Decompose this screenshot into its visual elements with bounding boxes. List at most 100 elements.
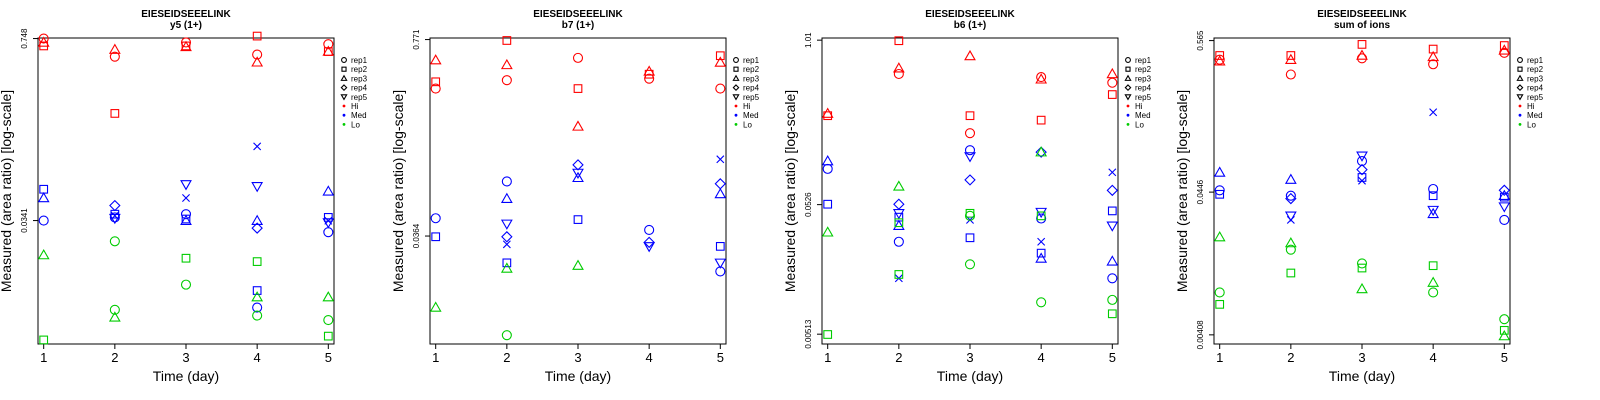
legend-symbol xyxy=(732,84,740,92)
data-point xyxy=(182,194,190,202)
data-point xyxy=(1036,72,1047,83)
legend-label: rep3 xyxy=(743,74,760,83)
legend-label: rep4 xyxy=(1135,84,1152,93)
x-axis-label: Time (day) xyxy=(937,368,1003,384)
legend-label: Lo xyxy=(1527,120,1536,129)
y-axis-label: Measured (area ratio) [log-scale] xyxy=(0,90,14,292)
data-point xyxy=(431,77,441,87)
y-tick-label: 0.00513 xyxy=(804,319,813,348)
data-point xyxy=(1499,325,1509,335)
y-axis-label: Measured (area ratio) [log-scale] xyxy=(1174,90,1190,292)
legend-label: rep3 xyxy=(351,74,368,83)
legend-label: rep5 xyxy=(351,93,368,102)
legend-label: rep5 xyxy=(743,93,760,102)
data-point xyxy=(964,259,976,270)
data-point xyxy=(1213,166,1226,177)
data-point xyxy=(1285,69,1296,80)
data-point xyxy=(252,302,263,313)
data-point xyxy=(37,36,50,47)
data-point xyxy=(1356,156,1368,167)
data-point xyxy=(715,266,726,277)
legend-label: Med xyxy=(351,111,367,120)
x-tick-label: 1 xyxy=(40,350,47,365)
data-point xyxy=(892,62,905,73)
data-point xyxy=(1358,176,1366,185)
legend-symbol xyxy=(340,94,348,101)
data-point xyxy=(1427,207,1440,219)
legend-label: Med xyxy=(1135,111,1151,120)
legend-label: Hi xyxy=(351,102,359,111)
data-point xyxy=(501,330,512,341)
data-point xyxy=(821,107,834,118)
data-point xyxy=(430,83,441,94)
data-point xyxy=(500,192,513,203)
x-axis-label: Time (day) xyxy=(545,368,611,384)
data-point xyxy=(823,330,833,339)
data-point xyxy=(110,109,120,118)
data-point xyxy=(251,56,264,67)
data-point xyxy=(1284,211,1297,222)
chart-subtitle: b6 (1+) xyxy=(954,20,987,31)
x-tick-label: 3 xyxy=(966,350,973,365)
data-point xyxy=(1035,73,1048,84)
plot-frame xyxy=(821,37,1119,345)
data-point xyxy=(572,52,584,63)
chart-title: EIESEIDSEEELINK xyxy=(533,9,623,20)
data-point xyxy=(965,233,975,243)
legend-label: rep3 xyxy=(1135,74,1152,83)
data-point xyxy=(892,219,905,230)
data-point xyxy=(322,185,335,196)
x-tick-label: 2 xyxy=(111,350,118,365)
legend-symbol xyxy=(340,74,348,81)
data-point xyxy=(572,120,584,131)
data-point xyxy=(894,36,904,46)
legend-label: Hi xyxy=(1527,102,1535,111)
x-tick-label: 3 xyxy=(182,350,189,365)
data-point xyxy=(715,241,725,251)
data-point xyxy=(573,84,583,93)
y-tick-label: 1.01 xyxy=(804,32,813,48)
data-point xyxy=(1427,205,1440,217)
data-point xyxy=(180,180,192,191)
data-point xyxy=(1106,255,1119,266)
data-point xyxy=(322,45,335,56)
data-point xyxy=(1356,49,1368,60)
data-point xyxy=(1428,183,1439,195)
data-point xyxy=(322,291,335,302)
data-point xyxy=(1107,206,1117,216)
y-tick-label: 0.0341 xyxy=(20,208,29,233)
legend-label: Hi xyxy=(1135,102,1143,111)
legend-label: rep2 xyxy=(743,65,760,74)
data-point xyxy=(1427,50,1440,62)
legend-label: rep2 xyxy=(1135,65,1152,74)
data-point xyxy=(643,65,656,76)
data-point xyxy=(893,68,904,80)
data-point xyxy=(1285,244,1296,255)
data-point xyxy=(965,208,975,218)
data-point xyxy=(1035,252,1048,263)
data-point xyxy=(1213,231,1226,242)
y-tick-label: 0.00408 xyxy=(1196,320,1205,349)
data-point xyxy=(1036,211,1046,221)
data-point xyxy=(502,258,512,268)
legend-dot xyxy=(1518,104,1522,108)
x-tick-label: 5 xyxy=(325,350,332,365)
plot-frame xyxy=(1213,37,1511,345)
chart-title: EIESEIDSEEELINK xyxy=(141,9,231,20)
data-point xyxy=(38,33,49,44)
x-tick-label: 3 xyxy=(574,350,581,365)
data-point xyxy=(1284,53,1297,64)
legend-symbol xyxy=(1517,66,1523,72)
data-point xyxy=(109,199,121,212)
legend-symbol xyxy=(1125,57,1131,63)
data-point xyxy=(1107,309,1117,319)
data-point xyxy=(894,270,904,279)
data-point xyxy=(323,315,334,326)
data-point xyxy=(1106,221,1119,232)
data-point xyxy=(1284,173,1297,184)
legend-dot xyxy=(342,123,346,126)
legend-label: rep1 xyxy=(1527,56,1544,65)
